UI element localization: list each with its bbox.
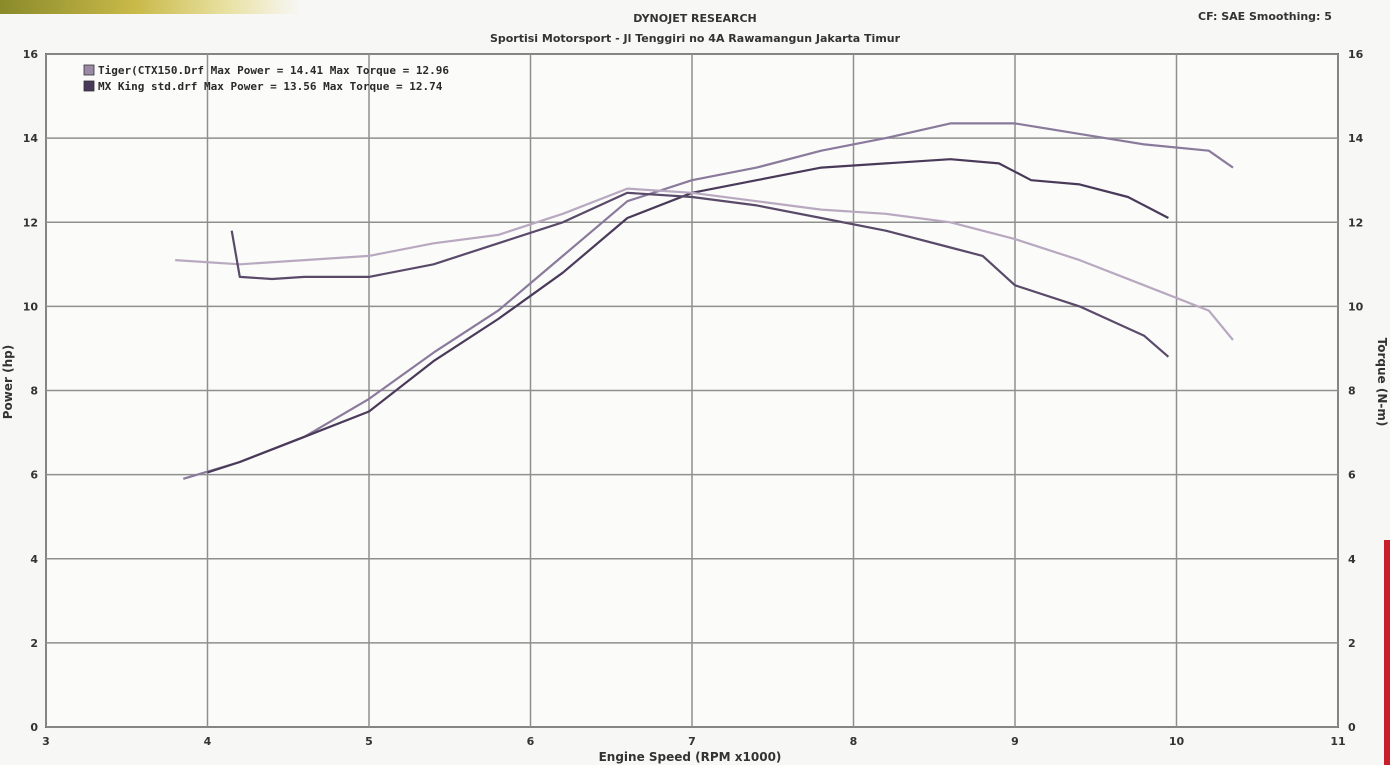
legend-entry: Tiger(CTX150.Drf Max Power = 14.41 Max T… — [98, 64, 449, 77]
x-tick-label: 7 — [688, 735, 696, 748]
y-right-tick-label: 2 — [1348, 637, 1356, 650]
y-left-tick-label: 10 — [23, 300, 39, 313]
y-left-tick-label: 0 — [30, 721, 38, 734]
y-left-tick-label: 4 — [30, 553, 38, 566]
x-tick-label: 3 — [42, 735, 50, 748]
y-right-tick-label: 6 — [1348, 469, 1356, 482]
chart-subtitle: Sportisi Motorsport - Jl Tenggiri no 4A … — [489, 32, 901, 45]
grid-layer — [45, 53, 1339, 728]
y-right-tick-label: 8 — [1348, 385, 1356, 398]
correction-smoothing-label: CF: SAE Smoothing: 5 — [1198, 10, 1332, 23]
y-right-tick-label: 10 — [1348, 300, 1364, 313]
series-layer — [175, 122, 1234, 480]
x-tick-label: 9 — [1011, 735, 1019, 748]
legend-entry: MX King std.drf Max Power = 13.56 Max To… — [98, 80, 443, 93]
series-line — [230, 191, 1170, 358]
y-right-tick-label: 16 — [1348, 48, 1364, 61]
x-tick-label: 8 — [850, 735, 858, 748]
y-right-tick-label: 14 — [1348, 132, 1364, 145]
y-left-tick-label: 6 — [30, 469, 38, 482]
x-tick-label: 10 — [1169, 735, 1185, 748]
series-line — [175, 187, 1234, 341]
legend: Tiger(CTX150.Drf Max Power = 14.41 Max T… — [83, 64, 449, 93]
y-left-tick-label: 8 — [30, 385, 38, 398]
y-left-tick-label: 2 — [30, 637, 38, 650]
y-left-tick-label: 14 — [23, 132, 39, 145]
x-tick-label: 11 — [1330, 735, 1345, 748]
y-left-tick-label: 16 — [23, 48, 39, 61]
x-tick-label: 5 — [365, 735, 373, 748]
x-axis-label: Engine Speed (RPM x1000) — [599, 750, 782, 764]
x-tick-label: 6 — [527, 735, 535, 748]
y-left-tick-label: 12 — [23, 216, 38, 229]
legend-swatch — [83, 80, 95, 92]
y-axis-right-label: Torque (N-m) — [1375, 338, 1389, 427]
page-edge-marker — [1384, 540, 1390, 765]
y-axis-left-label: Power (hp) — [1, 345, 15, 419]
chart-title: DYNOJET RESEARCH — [633, 12, 757, 25]
series-line — [182, 122, 1234, 480]
corner-color-swatch — [0, 0, 300, 14]
y-right-tick-label: 0 — [1348, 721, 1356, 734]
y-right-tick-label: 12 — [1348, 216, 1363, 229]
y-right-tick-label: 4 — [1348, 553, 1356, 566]
legend-swatch — [83, 64, 95, 76]
x-tick-label: 4 — [204, 735, 212, 748]
series-line — [207, 158, 1169, 474]
